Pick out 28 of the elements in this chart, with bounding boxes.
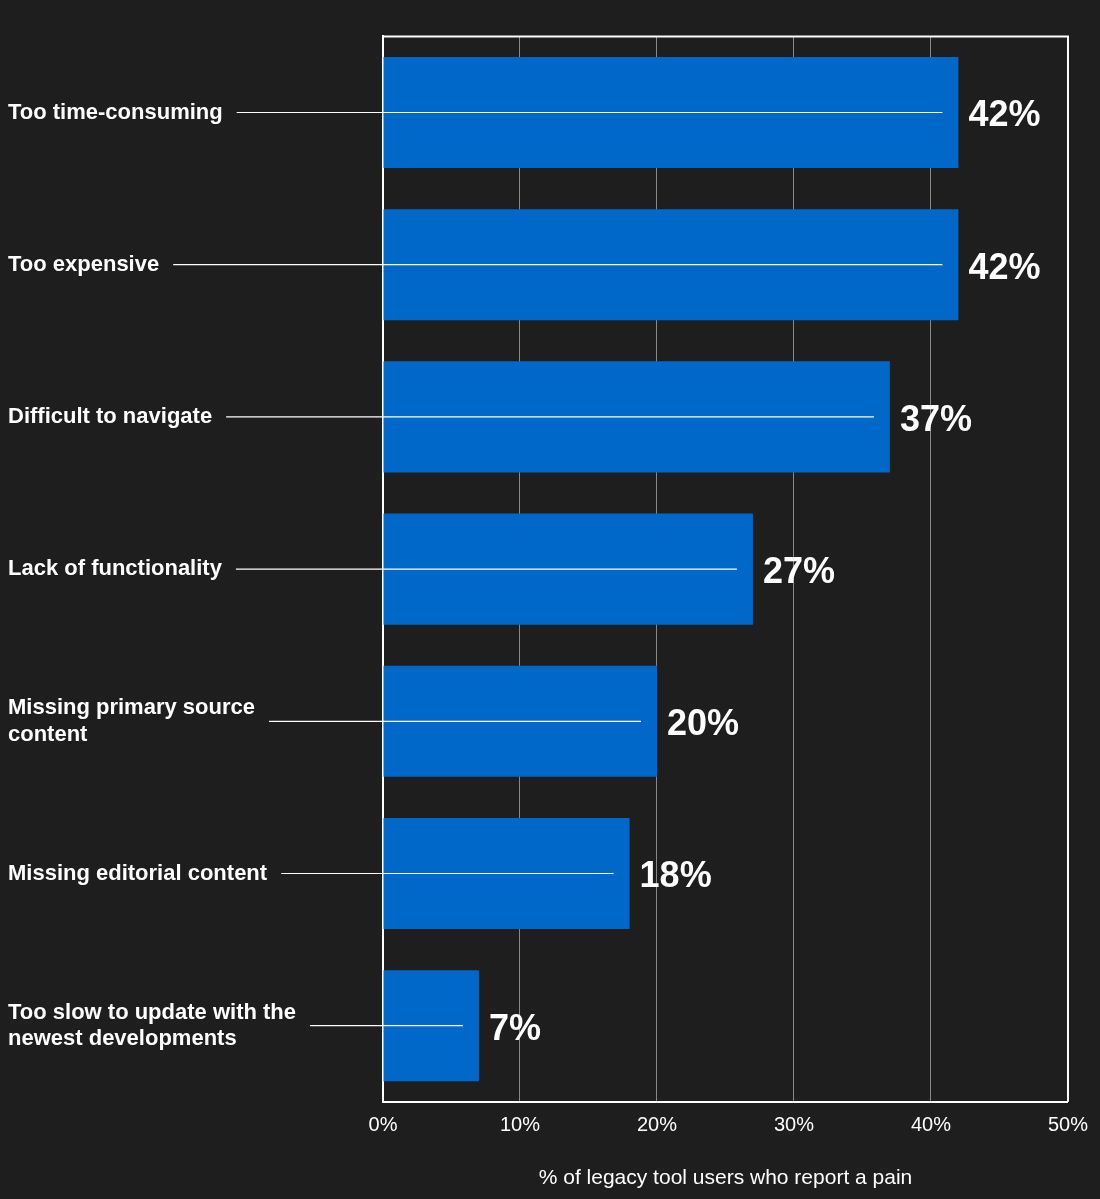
x-tick-label: 10% bbox=[499, 1113, 541, 1136]
data-label: 27% bbox=[762, 550, 835, 592]
bar bbox=[383, 513, 753, 625]
x-tick-label: 50% bbox=[1047, 1113, 1089, 1136]
data-label: 7% bbox=[488, 1006, 541, 1048]
x-tick-label: 30% bbox=[773, 1113, 815, 1136]
x-tick-label: 40% bbox=[910, 1113, 952, 1136]
data-label: 20% bbox=[666, 702, 740, 744]
x-tick-label: 20% bbox=[636, 1113, 678, 1136]
bar bbox=[383, 56, 959, 169]
data-label: 42% bbox=[968, 245, 1041, 287]
y-tick-label: Too slow to update with the newest developments bbox=[8, 998, 297, 1050]
bar bbox=[383, 665, 657, 777]
bar bbox=[383, 970, 479, 1082]
data-label: 42% bbox=[968, 93, 1041, 135]
bar bbox=[383, 209, 959, 321]
y-tick-label: Too expensive bbox=[8, 250, 160, 276]
y-tick-label: Missing primary source content bbox=[8, 694, 255, 746]
y-tick-label: Too time-consuming bbox=[8, 98, 223, 124]
y-tick-label: Difficult to navigate bbox=[8, 402, 213, 428]
bar bbox=[383, 817, 630, 930]
data-label: 37% bbox=[899, 397, 972, 439]
data-label: 18% bbox=[639, 854, 712, 896]
y-tick-label: Missing editorial content bbox=[8, 859, 268, 885]
x-axis-title: % of legacy tool users who report a pain bbox=[538, 1165, 913, 1189]
bar bbox=[383, 361, 890, 473]
x-tick-label: 0% bbox=[368, 1113, 398, 1136]
y-tick-label: Lack of functionality bbox=[8, 555, 223, 581]
